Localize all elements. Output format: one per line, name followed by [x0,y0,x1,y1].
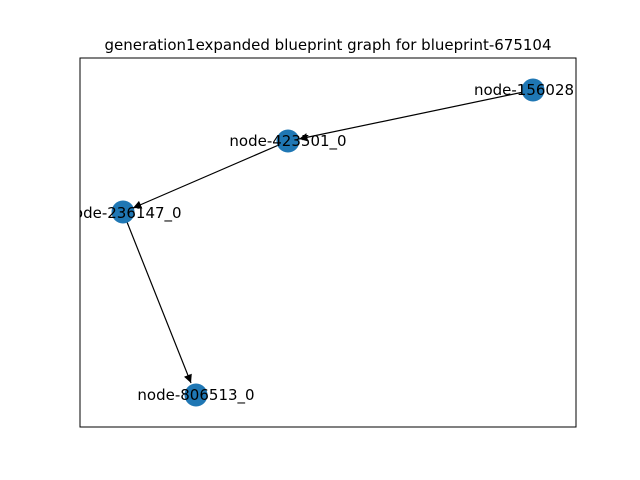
node-236147-label: node-236147_0 [64,204,181,223]
axes-frame [79,57,577,428]
edge-156028-to-423501 [298,89,534,142]
edge-423501-to-236147 [132,140,289,209]
node-423501-circle[interactable] [276,129,300,153]
edge-236147-to-806513 [122,211,192,384]
node-156028-label: node-156028 [474,81,574,99]
node-156028-circle[interactable] [521,78,545,102]
node-806513-label: node-806513_0 [137,386,254,405]
graph-title: generation1expanded blueprint graph for … [104,36,551,54]
node-806513-circle[interactable] [184,383,208,407]
node-423501-label: node-423501_0 [229,132,346,151]
node-236147-circle[interactable] [111,200,135,224]
